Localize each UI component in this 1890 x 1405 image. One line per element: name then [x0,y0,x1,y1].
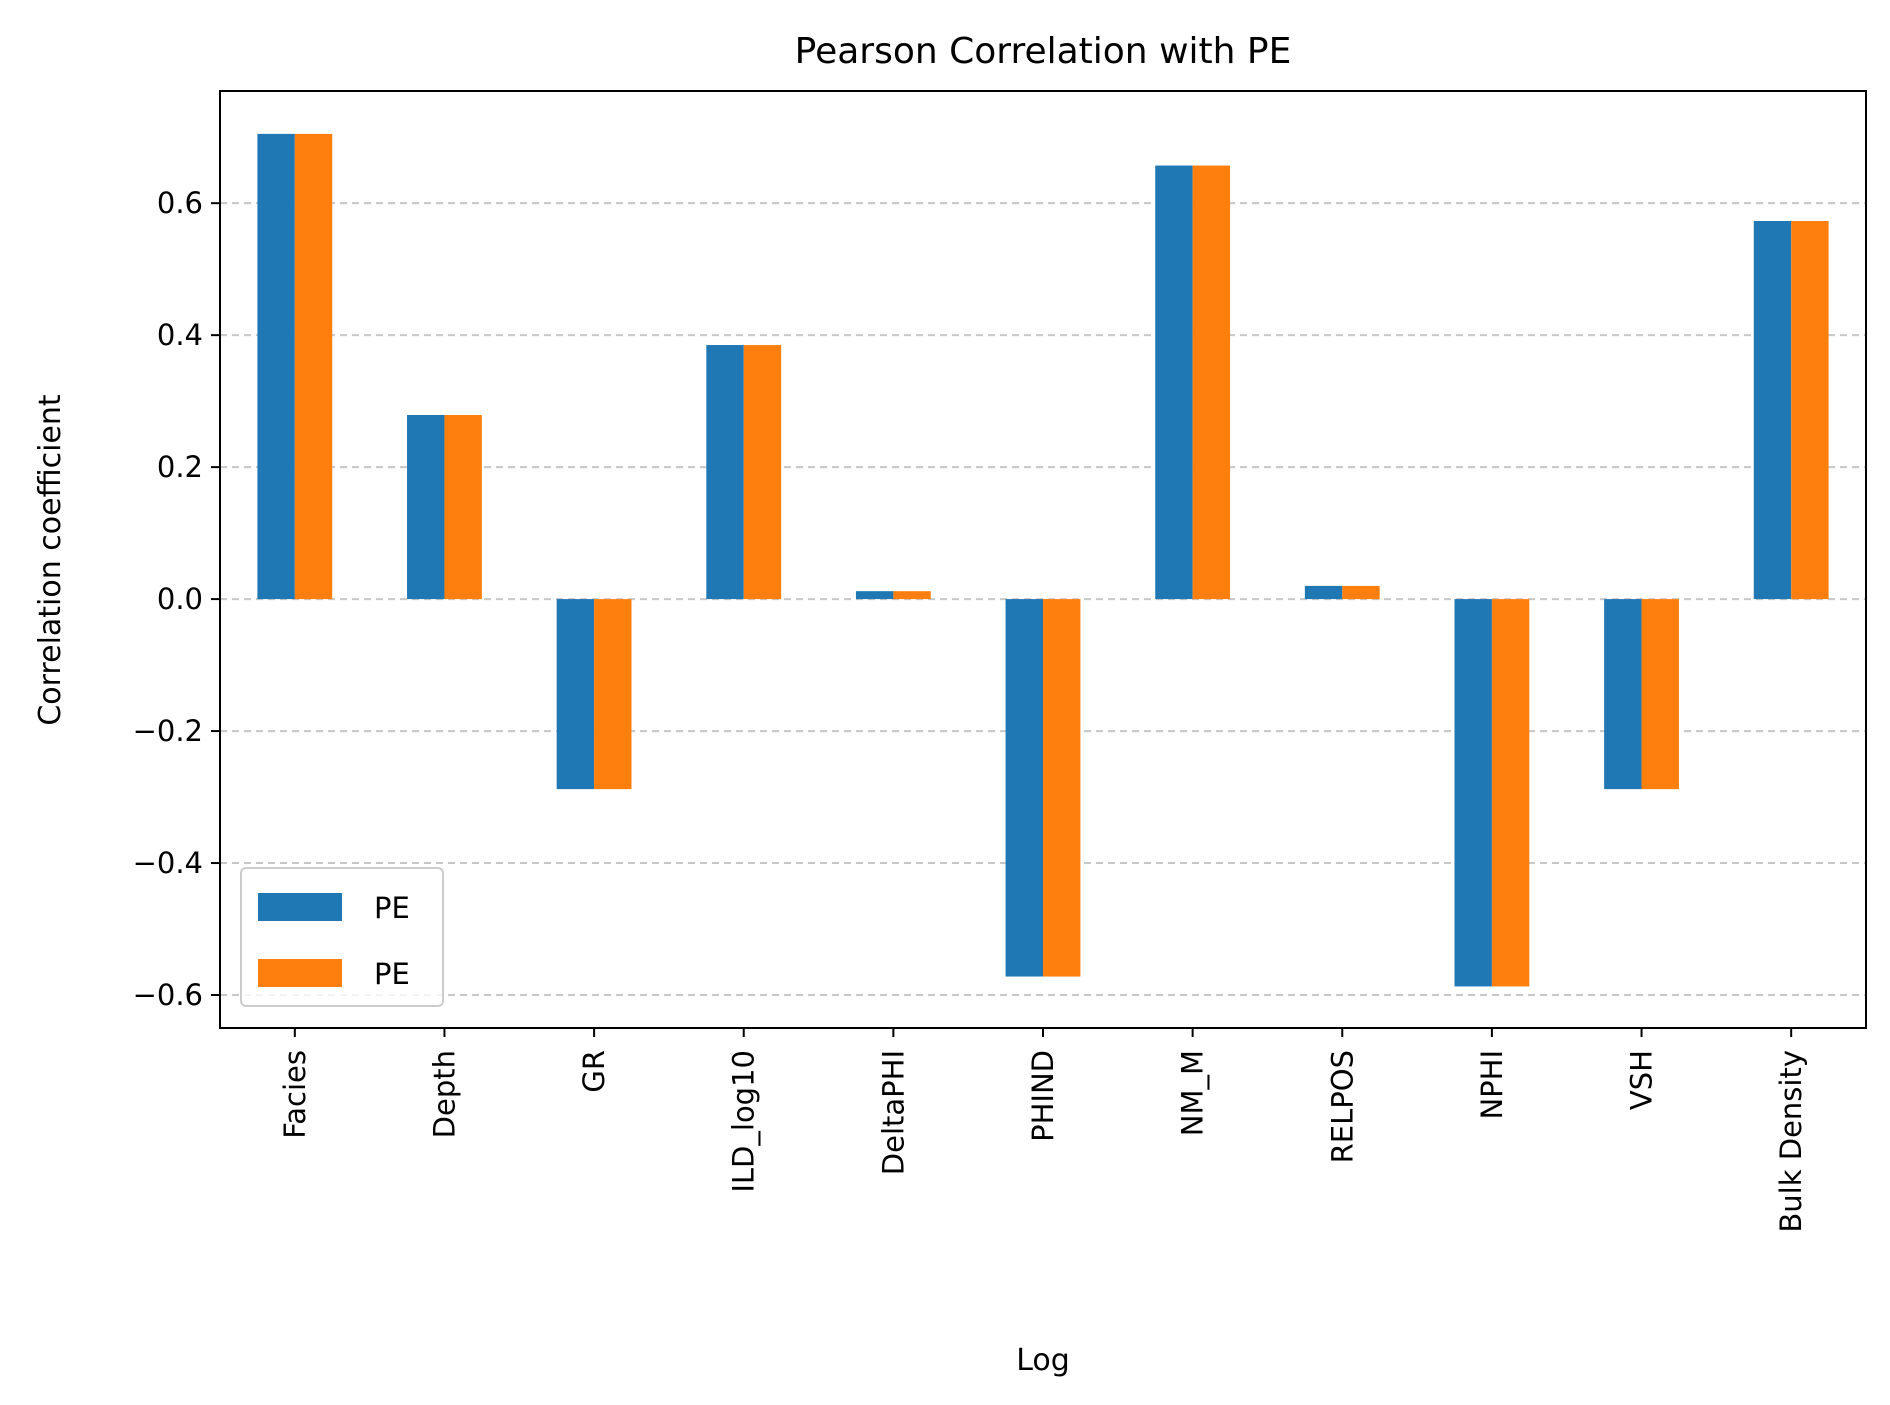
x-tick-label: GR [577,1050,611,1093]
bar-series1 [1005,599,1043,977]
x-tick-label: NM_M [1176,1050,1210,1136]
y-tick-label: 0.0 [157,582,203,616]
bar-series2 [743,345,782,600]
y-tick-label: −0.2 [133,714,203,748]
bar-series2 [294,133,333,600]
bar-series2 [1641,599,1679,790]
bar-series1 [556,599,595,790]
x-tick-label: ILD_log10 [727,1050,761,1193]
bar-series1 [1753,220,1792,600]
bar-series2 [594,599,632,790]
bar-series1 [257,133,295,600]
x-tick-label: PHIND [1026,1050,1060,1142]
chart-title: Pearson Correlation with PE [795,31,1292,72]
bar-series1 [407,414,445,600]
y-tick-label: −0.6 [133,978,203,1012]
bar-series1 [1155,165,1193,600]
x-tick-label: Facies [278,1050,312,1139]
bars [257,133,1829,987]
y-tick-label: 0.4 [157,318,203,352]
legend: PE PE [240,867,444,1007]
x-tick-label: DeltaPHI [876,1050,910,1175]
legend-label: PE [374,891,410,925]
bar-series2 [1342,585,1380,600]
y-tick-label: 0.2 [157,450,203,484]
bar-series2 [1791,220,1829,600]
legend-label: PE [374,957,410,991]
bar-series2 [444,414,482,600]
legend-swatch [258,893,342,921]
bar-series2 [1192,165,1231,600]
x-axis: Facies Depth GR ILD_log10 DeltaPHI PHIND NM_M R… [278,1028,1808,1233]
y-tick-label: −0.4 [133,846,203,880]
bar-series1 [855,591,894,600]
bar-series1 [706,345,744,600]
x-axis-title: Log [1016,1343,1070,1378]
x-tick-label: Bulk Density [1774,1050,1808,1233]
x-tick-label: NPHI [1475,1050,1509,1120]
bar-series2 [893,591,931,600]
bar-series1 [1604,599,1642,790]
y-axis: −0.6 −0.4 −0.2 0.0 0.2 0.4 0.6 [133,186,220,1012]
x-tick-label: VSH [1625,1050,1659,1110]
y-tick-label: 0.6 [157,186,203,220]
bar-series1 [1304,585,1343,600]
legend-swatch [258,959,342,987]
bar-series2 [1043,599,1081,977]
bar-series1 [1454,599,1492,987]
x-tick-label: RELPOS [1325,1050,1359,1163]
y-axis-title: Correlation coefficient [33,394,68,726]
bar-series2 [1491,599,1530,987]
x-tick-label: Depth [427,1050,461,1138]
